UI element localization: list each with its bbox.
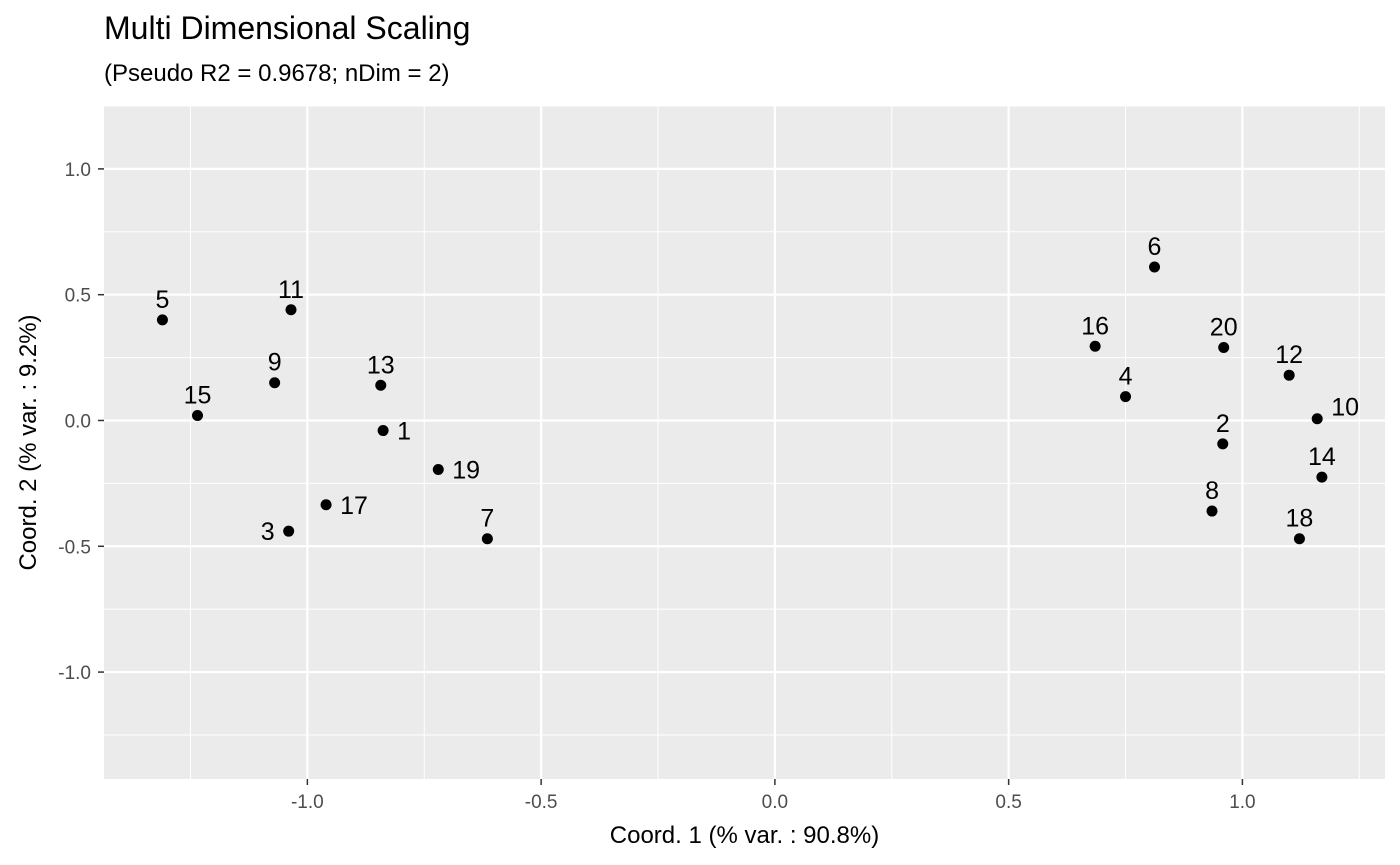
x-tick-label: 1.0 [1229, 792, 1255, 813]
data-point-4 [1120, 391, 1132, 403]
data-point-9 [269, 377, 281, 389]
data-point-20 [1218, 342, 1230, 354]
data-point-6 [1149, 261, 1161, 273]
data-point-11 [285, 304, 297, 316]
data-point-16 [1089, 340, 1101, 352]
data-point-17 [320, 499, 332, 511]
x-tick-label: 0.5 [995, 792, 1021, 813]
minor-grid [104, 105, 1385, 779]
data-point-label-2: 2 [1216, 410, 1230, 438]
data-point-label-4: 4 [1119, 363, 1133, 391]
y-tick-label: 0.0 [65, 411, 91, 432]
chart-title: Multi Dimensional Scaling [104, 10, 471, 46]
data-point-5 [156, 314, 168, 326]
data-point-2 [1217, 438, 1229, 450]
x-axis: -1.0 -0.5 0.0 0.5 1.0 [291, 779, 1256, 813]
data-point-3 [283, 525, 295, 537]
data-point-1 [377, 425, 389, 437]
data-point-label-10: 10 [1331, 394, 1359, 422]
data-point-label-17: 17 [340, 492, 368, 520]
data-point-label-14: 14 [1308, 443, 1336, 471]
y-tick-label: 0.5 [65, 286, 91, 307]
data-point-label-16: 16 [1081, 312, 1109, 340]
data-point-label-3: 3 [261, 518, 275, 546]
data-point-10 [1311, 413, 1323, 425]
data-point-13 [375, 379, 387, 391]
data-point-label-11: 11 [278, 276, 304, 304]
y-axis: -1.0 -0.5 0.0 0.5 1.0 [58, 160, 104, 684]
x-axis-title: Coord. 1 (% var. : 90.8%) [610, 822, 879, 849]
data-point-label-18: 18 [1286, 505, 1314, 533]
data-point-14 [1316, 471, 1328, 483]
y-tick-label: 1.0 [65, 160, 91, 181]
x-tick-label: -1.0 [291, 792, 324, 813]
data-point-15 [192, 409, 204, 421]
data-point-label-19: 19 [452, 457, 480, 485]
data-point-label-8: 8 [1205, 477, 1219, 505]
y-tick-label: -0.5 [58, 537, 91, 558]
data-point-19 [432, 464, 444, 476]
data-point-label-5: 5 [155, 286, 169, 314]
data-point-label-7: 7 [480, 505, 494, 533]
data-point-label-20: 20 [1210, 314, 1238, 342]
data-point-label-15: 15 [184, 381, 212, 409]
x-tick-label: 0.0 [762, 792, 788, 813]
chart-subtitle: (Pseudo R2 = 0.9678; nDim = 2) [104, 60, 450, 87]
y-axis-title: Coord. 2 (% var. : 9.2%) [15, 314, 42, 570]
data-point-label-1: 1 [397, 418, 411, 446]
data-point-18 [1293, 533, 1305, 545]
data-point-7 [481, 533, 493, 545]
plot-panel [104, 106, 1385, 779]
x-tick-label: -0.5 [525, 792, 558, 813]
data-point-label-6: 6 [1148, 233, 1162, 261]
data-point-label-13: 13 [367, 351, 395, 379]
data-point-label-12: 12 [1275, 341, 1303, 369]
data-point-12 [1283, 369, 1295, 381]
y-tick-label: -1.0 [58, 663, 91, 684]
data-points [156, 261, 1328, 545]
data-point-label-9: 9 [268, 349, 282, 377]
major-grid [104, 106, 1385, 779]
data-point-8 [1206, 505, 1218, 517]
